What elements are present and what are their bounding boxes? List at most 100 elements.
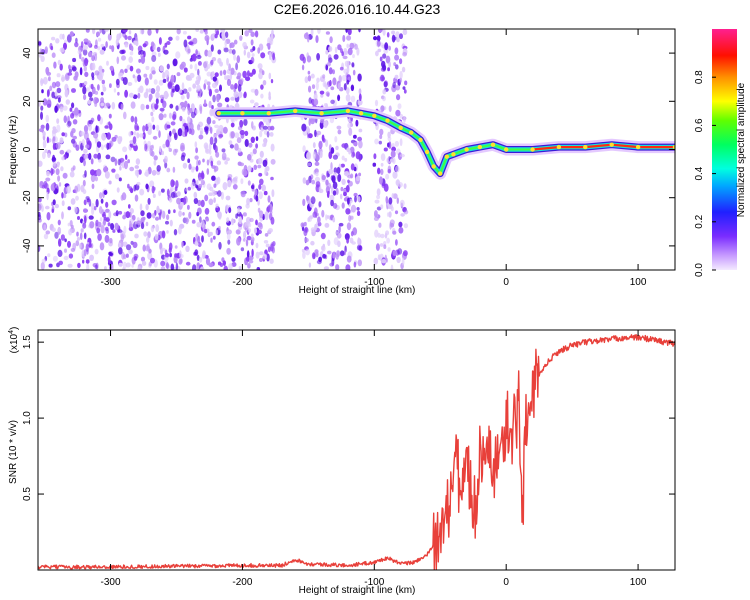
- spectrogram-noise-cell: [125, 211, 131, 219]
- spectrogram-noise-cell: [111, 101, 116, 110]
- spectrogram-noise-cell: [337, 174, 342, 182]
- spectrogram-noise-cell: [330, 199, 334, 207]
- spectrogram-noise-cell: [56, 118, 60, 124]
- spectrogram-noise-cell: [109, 83, 112, 88]
- spectrogram-noise-cell: [347, 76, 351, 81]
- spectrogram-noise-cell: [180, 145, 185, 152]
- spectrogram-noise-cell: [332, 69, 335, 75]
- spectrogram-noise-cell: [334, 46, 338, 54]
- spectrogram-noise-cell: [214, 72, 219, 78]
- spectrogram-noise-cell: [266, 43, 271, 47]
- spectrogram-noise-cell: [57, 175, 61, 182]
- spectrogram-noise-cell: [145, 183, 149, 190]
- spectrogram-noise-cell: [140, 103, 145, 111]
- spectrogram-noise-cell: [111, 168, 116, 173]
- spectrogram-noise-cell: [104, 171, 110, 179]
- spectrogram-noise-cell: [161, 150, 164, 156]
- spectrogram-noise-cell: [316, 53, 320, 61]
- spectrogram-noise-cell: [357, 259, 362, 267]
- spectrogram-noise-cell: [204, 79, 208, 84]
- spectrogram-noise-cell: [108, 123, 113, 131]
- spectrogram-noise-cell: [206, 81, 211, 86]
- spectrogram-noise-cell: [387, 131, 391, 139]
- spectrogram-noise-cell: [117, 158, 121, 166]
- spectrogram-noise-cell: [355, 151, 361, 160]
- spectrogram-noise-cell: [235, 62, 239, 71]
- ridge-point: [609, 142, 614, 147]
- spectrogram-noise-cell: [318, 140, 323, 149]
- spectrogram-noise-cell: [267, 246, 271, 253]
- spectrogram-noise-cell: [269, 212, 273, 221]
- spectrogram-noise-cell: [57, 59, 61, 66]
- spectrogram-noise-cell: [166, 214, 170, 221]
- spectrogram-noise-cell: [74, 107, 79, 116]
- spectrogram-noise-cell: [82, 189, 87, 195]
- spectrogram-noise-cell: [153, 155, 158, 161]
- spectrogram-noise-cell: [190, 181, 196, 190]
- spectrogram-noise-cell: [233, 39, 238, 45]
- spectrogram-noise-cell: [218, 225, 221, 231]
- spectrogram-noise-cell: [259, 150, 264, 158]
- spectrogram-noise-cell: [403, 250, 408, 257]
- spectrogram-noise-cell: [330, 185, 334, 194]
- spectrogram-noise-cell: [402, 52, 407, 57]
- spectrogram-noise-cell: [346, 79, 350, 85]
- spectrogram-noise-cell: [236, 55, 241, 64]
- spectrogram-noise-cell: [264, 211, 269, 218]
- spectrogram-noise-cell: [262, 159, 268, 167]
- spectrogram-noise-cell: [168, 148, 172, 152]
- spectrogram-noise-cell: [375, 50, 379, 57]
- x-tick-label: -300: [101, 577, 121, 588]
- spectrogram-noise-cell: [142, 125, 146, 133]
- spectrogram-noise-cell: [162, 210, 166, 219]
- ridge-point: [266, 111, 271, 116]
- spectrogram-noise-cell: [310, 240, 315, 246]
- spectrogram-noise-cell: [186, 122, 191, 127]
- y-tick-label: 1.5: [22, 335, 33, 349]
- spectrogram-noise-cell: [77, 49, 82, 55]
- spectrogram-noise-cell: [104, 226, 109, 232]
- spectrogram-noise-cell: [358, 29, 361, 33]
- spectrogram-noise-cell: [113, 88, 117, 93]
- spectrogram-noise-cell: [90, 158, 94, 165]
- spectrogram-noise-cell: [329, 117, 335, 124]
- spectrogram-noise-cell: [214, 88, 219, 93]
- spectrogram-noise-cell: [399, 77, 403, 83]
- spectrogram-noise-cell: [166, 167, 171, 173]
- spectrogram-noise-cell: [315, 180, 321, 188]
- spectrogram-noise-cell: [187, 35, 192, 40]
- spectrogram-noise-cell: [67, 120, 72, 127]
- spectrogram-noise-cell: [195, 147, 199, 154]
- spectrogram-noise-cell: [63, 42, 67, 50]
- spectrogram-noise-cell: [251, 68, 256, 75]
- spectrogram-noise-cell: [129, 140, 134, 144]
- spectrogram-noise-cell: [230, 131, 235, 139]
- spectrogram-noise-cell: [381, 60, 386, 68]
- spectrogram-noise-cell: [129, 220, 132, 229]
- ridge-point: [530, 147, 535, 152]
- spectrogram-noise-cell: [184, 129, 188, 137]
- spectrogram-noise-cell: [45, 177, 51, 182]
- spectrogram-noise-cell: [173, 132, 178, 141]
- spectrogram-noise-cell: [166, 230, 169, 234]
- spectrogram-noise-cell: [145, 221, 149, 227]
- spectrogram-noise-cell: [97, 233, 102, 241]
- spectrogram-noise-cell: [205, 257, 211, 266]
- spectrogram-noise-cell: [351, 62, 355, 68]
- spectrogram-noise-cell: [323, 266, 329, 270]
- spectrogram-noise-cell: [301, 123, 307, 132]
- spectrogram-noise-cell: [132, 74, 136, 79]
- spectrogram-noise-cell: [329, 79, 332, 87]
- spectrogram-noise-cell: [83, 232, 87, 240]
- spectrogram-noise-cell: [189, 72, 195, 79]
- spectrogram-noise-cell: [305, 179, 310, 186]
- spectrogram-noise-cell: [91, 72, 95, 78]
- spectrogram-noise-cell: [88, 215, 94, 220]
- spectrogram-noise-cell: [197, 235, 201, 244]
- spectrogram-noise-cell: [191, 104, 195, 112]
- spectrogram-noise-cell: [200, 266, 205, 270]
- spectrogram-noise-cell: [176, 191, 181, 197]
- spectrogram-noise-cell: [214, 137, 218, 144]
- spectrogram-noise-cell: [257, 199, 260, 206]
- spectrogram-noise-cell: [341, 155, 345, 161]
